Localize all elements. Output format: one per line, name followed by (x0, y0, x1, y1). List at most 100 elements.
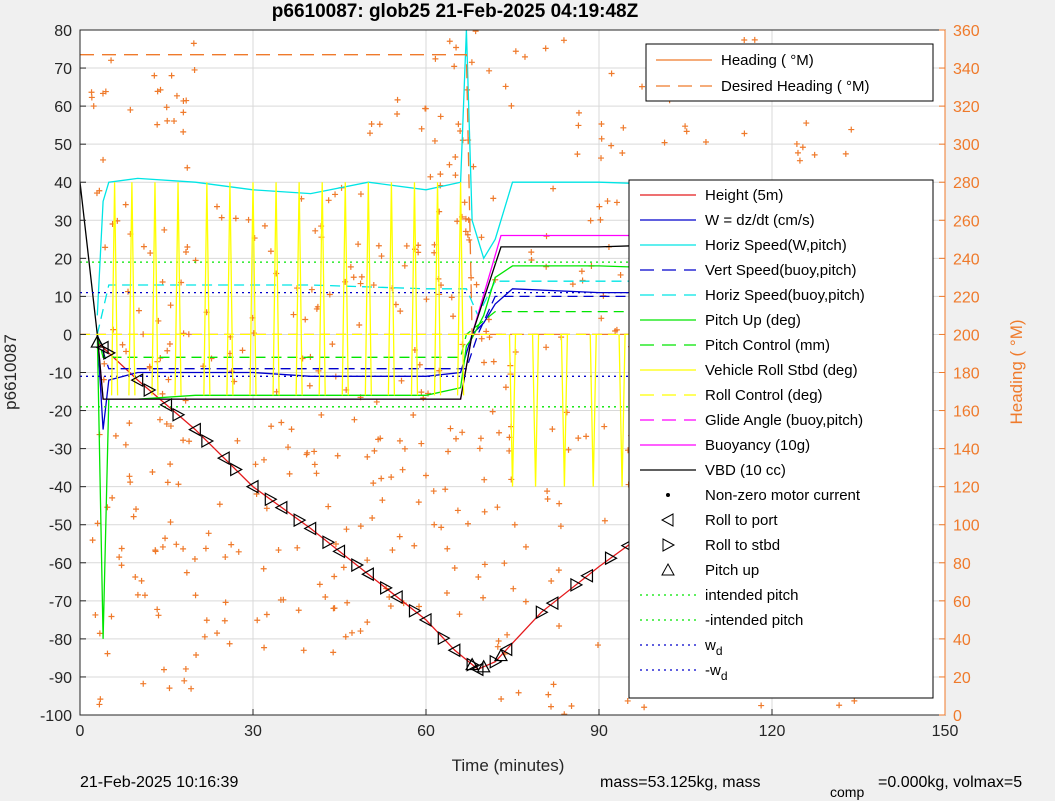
footer-volmax: =0.000kg, volmax=5 (878, 774, 1022, 791)
heading-point (456, 611, 463, 618)
heading-point (522, 543, 529, 550)
heading-point (437, 113, 444, 120)
roll-spike (272, 182, 280, 396)
heading-point (140, 680, 147, 687)
heading-point (88, 89, 95, 96)
heading-point (388, 474, 395, 481)
heading-point (343, 526, 350, 533)
heading-point (278, 419, 285, 426)
roll-spike (226, 182, 234, 396)
heading-point (437, 171, 444, 178)
roll-stbd-marker (351, 558, 365, 573)
heading-point (163, 104, 170, 111)
heading-point (368, 120, 375, 127)
heading-point (164, 117, 171, 124)
ticks: 0 30 60 90 120 15080706050403020100-10-20-30-… (40, 23, 980, 740)
y-tick-label-left: 30 (54, 213, 72, 230)
roll-stbd-marker (437, 631, 451, 646)
heading-point (512, 48, 519, 55)
heading-point (102, 244, 109, 251)
heading-point (356, 322, 363, 329)
heading-point (214, 630, 221, 637)
heading-point (300, 647, 307, 654)
heading-point (415, 499, 422, 506)
heading-point (568, 703, 575, 710)
legend-heading-label: Desired Heading ( °M) (721, 78, 870, 95)
roll-spike (410, 182, 419, 396)
series-line (96, 288, 870, 430)
legend-label: Horiz Speed(W,pitch) (705, 237, 847, 254)
heading-point (565, 446, 572, 453)
heading-point (451, 565, 458, 572)
heading-point (579, 277, 586, 284)
legend-label: Non-zero motor current (705, 487, 861, 504)
y-tick-label-right: 160 (953, 404, 980, 421)
heading-point (357, 628, 364, 635)
heading-point (617, 271, 624, 278)
y-tick-label-right: 220 (953, 289, 980, 306)
heading-point (100, 156, 107, 163)
heading-point (216, 501, 223, 508)
roll-spike (318, 182, 326, 396)
heading-point (420, 395, 427, 402)
roll-spike (531, 334, 540, 487)
roll-stbd-marker (103, 345, 117, 360)
roll-stbd-marker (143, 382, 157, 398)
heading-point (190, 40, 197, 47)
roll-port-marker (245, 479, 259, 494)
y-tick-label-left: 10 (54, 289, 72, 306)
heading-point (364, 557, 371, 564)
heading-point (465, 216, 472, 223)
roll-stbd-marker (570, 577, 584, 592)
heading-point (462, 228, 469, 235)
heading-point (267, 248, 274, 255)
y-tick-label-left: 0 (63, 327, 72, 344)
legend-label: Pitch Control (mm) (705, 337, 830, 354)
y-tick-label-left: -50 (49, 518, 72, 535)
heading-point (245, 216, 252, 223)
heading-point (164, 479, 171, 486)
heading-point (311, 448, 318, 455)
heading-point (104, 650, 111, 657)
heading-point (447, 425, 454, 432)
legend-label: -intended pitch (705, 612, 803, 629)
heading-point (175, 481, 182, 488)
legend-main-box (628, 179, 934, 699)
heading-point (322, 593, 329, 600)
pitch-up-marker (493, 648, 508, 662)
y-tick-label-left: -30 (49, 442, 72, 459)
heading-point (180, 128, 187, 135)
heading-point (501, 560, 508, 567)
heading-point (587, 217, 594, 224)
heading-point (92, 611, 99, 618)
heading-point (583, 433, 590, 440)
pitch-up-marker (476, 659, 491, 673)
roll-spike (295, 182, 303, 396)
heading-point (239, 347, 246, 354)
heading-point (268, 423, 275, 430)
heading-point (160, 666, 167, 673)
heading-point (157, 355, 164, 362)
heading-point (326, 291, 333, 298)
heading-point (133, 506, 140, 513)
heading-point (167, 461, 174, 468)
heading-point (332, 540, 339, 547)
y-axis-label-right: Heading ( °M) (1007, 319, 1026, 424)
legend-label: Vert Speed(buoy,pitch) (705, 262, 856, 279)
heading-point (556, 622, 563, 629)
heading-point (502, 384, 509, 391)
y-tick-label-left: -70 (49, 594, 72, 611)
y-tick-label-left: 70 (54, 61, 72, 78)
heading-point (418, 440, 425, 447)
y-tick-label-right: 120 (953, 480, 980, 497)
heading-point (159, 390, 166, 397)
heading-point (332, 191, 339, 198)
roll-spike (110, 182, 119, 396)
heading-point (288, 426, 295, 433)
heading-point (152, 548, 159, 555)
heading-point (661, 139, 668, 146)
heading-point (295, 607, 302, 614)
roll-stbd-marker (293, 513, 307, 528)
heading-point (464, 520, 471, 527)
